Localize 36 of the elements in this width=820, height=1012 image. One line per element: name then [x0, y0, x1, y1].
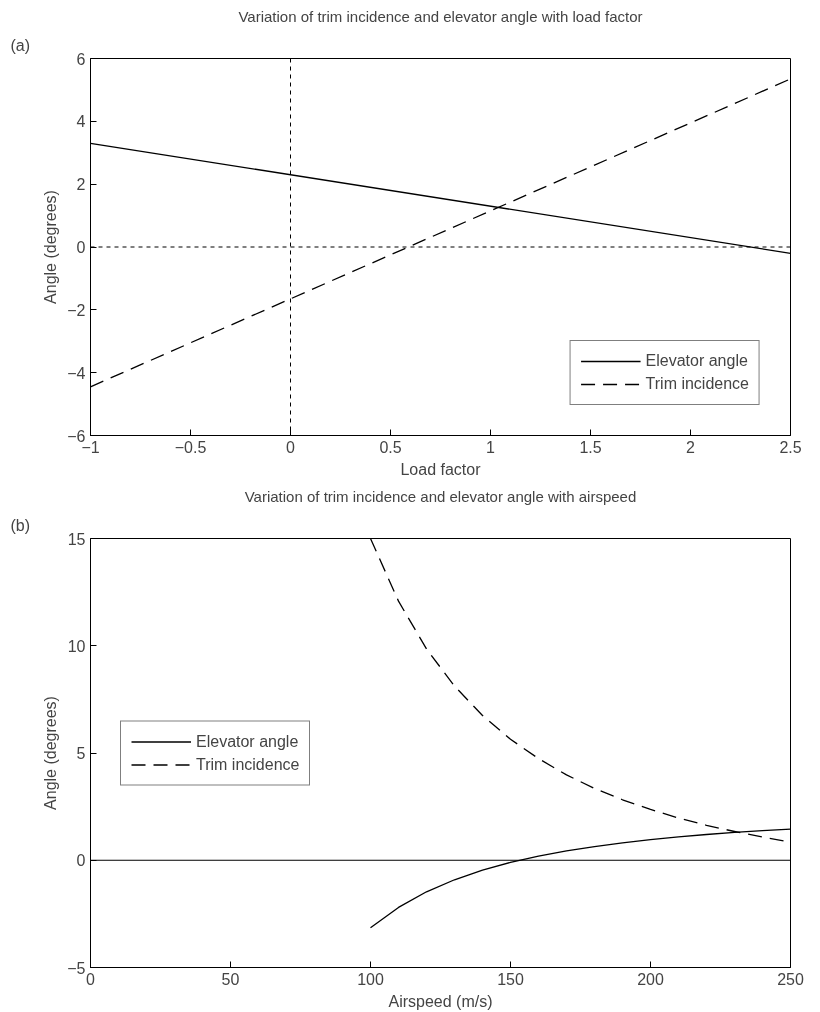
y-axis-title: Angle (degrees)	[42, 696, 60, 810]
x-tick-label: 1	[486, 438, 496, 456]
y-tick-label: 0	[76, 852, 86, 870]
x-axis-title: Load factor	[400, 460, 482, 478]
legend-label: Elevator angle	[196, 732, 299, 750]
legend-label: Trim incidence	[645, 375, 749, 393]
y-tick-label: 4	[76, 113, 86, 131]
y-tick-label: −6	[67, 427, 86, 445]
y-tick-label: 15	[67, 530, 86, 548]
x-tick-label: 1.5	[579, 438, 602, 456]
y-tick-label: 5	[76, 745, 86, 762]
y-tick-label: 10	[67, 637, 86, 655]
y-tick-label: 6	[76, 50, 86, 68]
x-axis-title: Airspeed (m/s)	[388, 992, 493, 1010]
x-tick-label: 100	[357, 970, 384, 988]
x-tick-label: 200	[637, 970, 664, 988]
x-tick-label: 150	[497, 970, 524, 988]
y-axis-title: Angle (degrees)	[42, 190, 60, 304]
legend-label: Elevator angle	[645, 352, 748, 370]
x-tick-label: 0.5	[379, 438, 402, 456]
x-tick-label: 2.5	[779, 438, 802, 456]
x-tick-label: 0	[286, 438, 296, 456]
chart-title: Variation of trim incidence and elevator angle with airspeed	[244, 487, 637, 505]
x-tick-label: 250	[777, 970, 804, 988]
x-tick-label: 50	[221, 970, 240, 988]
y-tick-label: 0	[76, 239, 86, 256]
chart-title: Variation of trim incidence and elevator angle with load factor	[238, 7, 643, 25]
y-tick-label: −5	[67, 959, 86, 977]
x-tick-label: 2	[686, 438, 696, 456]
y-tick-label: 2	[76, 176, 86, 194]
legend-label: Trim incidence	[196, 755, 300, 773]
x-tick-label: −0.5	[174, 438, 207, 456]
text: (b)	[10, 516, 31, 534]
text: (a)	[10, 36, 31, 54]
y-tick-label: −2	[67, 301, 86, 319]
y-tick-label: −4	[67, 364, 86, 382]
